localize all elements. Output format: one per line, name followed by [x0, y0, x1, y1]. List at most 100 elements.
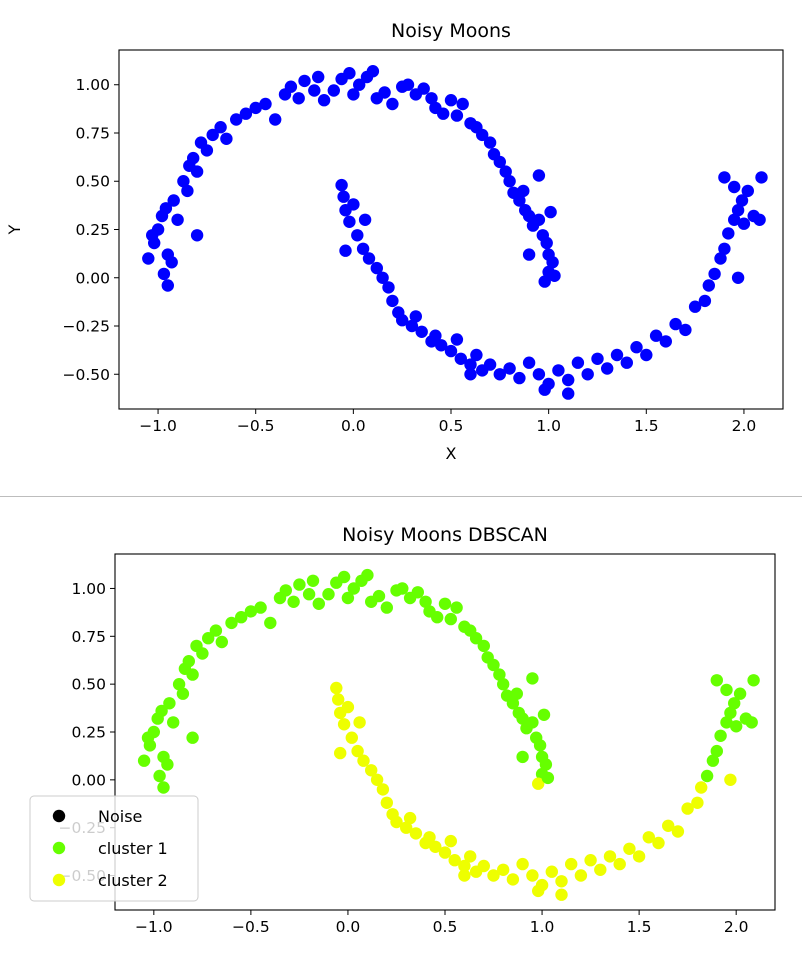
data-point — [206, 128, 219, 142]
data-point — [382, 281, 395, 294]
data-point — [464, 850, 477, 863]
chart-title: Noisy Moons DBSCAN — [342, 524, 548, 546]
data-point — [220, 132, 233, 145]
data-point — [731, 204, 745, 217]
data-point — [429, 840, 442, 853]
data-point — [487, 869, 500, 882]
data-point — [695, 781, 708, 794]
y-tick-label: 0.25 — [71, 724, 106, 742]
data-point — [688, 300, 702, 313]
data-point — [415, 325, 428, 338]
data-point — [437, 107, 450, 120]
data-point — [425, 92, 438, 105]
data-point — [438, 597, 452, 610]
data-point — [610, 348, 624, 362]
data-point — [209, 624, 223, 637]
data-point — [731, 271, 745, 284]
legend-marker — [52, 809, 66, 823]
data-point — [312, 597, 325, 610]
data-point — [506, 873, 520, 886]
data-point — [249, 101, 262, 115]
data-point — [308, 84, 321, 97]
data-point — [552, 364, 565, 377]
data-point — [417, 82, 430, 95]
data-point — [345, 731, 358, 744]
data-point — [649, 329, 663, 342]
data-point — [202, 632, 215, 645]
data-point — [335, 178, 348, 192]
x-tick-label: −1.0 — [135, 918, 173, 936]
data-point — [632, 850, 646, 863]
data-point — [718, 171, 731, 184]
data-point — [176, 687, 190, 700]
x-tick-label: 0.5 — [433, 918, 458, 936]
data-point — [730, 720, 743, 733]
data-point — [454, 352, 467, 365]
data-point — [724, 706, 737, 720]
data-point — [702, 279, 715, 292]
data-point — [708, 267, 721, 281]
data-point — [510, 687, 523, 700]
data-point — [497, 863, 510, 876]
data-point — [370, 773, 384, 786]
data-point — [662, 819, 675, 832]
data-point — [181, 184, 194, 198]
data-point — [594, 863, 607, 876]
data-point — [405, 319, 419, 333]
data-point — [376, 783, 390, 796]
panel-divider — [0, 496, 802, 497]
data-point — [733, 687, 747, 700]
data-point — [448, 854, 461, 867]
chart-title: Noisy Moons — [391, 20, 511, 42]
data-point — [532, 213, 546, 226]
data-point — [225, 616, 238, 630]
x-tick-label: 1.5 — [627, 918, 652, 936]
data-point — [292, 92, 305, 105]
data-point — [167, 716, 180, 729]
data-point — [591, 352, 604, 365]
data-point — [541, 771, 555, 785]
data-point — [720, 716, 733, 729]
data-point — [476, 128, 489, 142]
data-point — [681, 802, 694, 815]
data-point — [470, 348, 483, 362]
data-point — [396, 582, 409, 595]
data-point — [386, 97, 399, 111]
data-point — [186, 668, 199, 681]
data-point — [376, 271, 389, 284]
data-point — [538, 383, 551, 396]
data-point — [562, 387, 575, 400]
x-tick-label: 1.5 — [634, 417, 659, 435]
data-point — [343, 67, 356, 80]
data-point — [450, 109, 464, 122]
data-point — [671, 825, 685, 838]
data-point — [444, 94, 458, 107]
data-point — [215, 635, 228, 649]
data-point — [302, 588, 316, 601]
data-point — [161, 279, 174, 292]
data-point — [516, 750, 529, 764]
data-point — [497, 678, 510, 691]
data-point — [747, 674, 760, 687]
legend-label: cluster 2 — [98, 871, 168, 890]
y-tick-label: 0.75 — [71, 628, 106, 646]
y-tick-label: 0.25 — [75, 221, 110, 239]
data-point — [358, 213, 372, 226]
data-point — [714, 252, 727, 265]
data-point — [435, 339, 448, 352]
data-point — [741, 184, 754, 198]
data-point — [548, 269, 561, 282]
data-point — [522, 209, 536, 223]
data-point — [347, 88, 360, 101]
data-point — [555, 875, 568, 888]
data-point — [679, 323, 692, 337]
data-point — [745, 716, 758, 729]
data-point — [516, 712, 529, 725]
data-point — [737, 217, 751, 230]
data-point — [532, 368, 546, 381]
data-point — [720, 683, 733, 697]
x-tick-label: 1.0 — [530, 918, 555, 936]
data-point — [546, 256, 559, 269]
data-point — [137, 754, 151, 767]
data-point — [526, 869, 539, 882]
